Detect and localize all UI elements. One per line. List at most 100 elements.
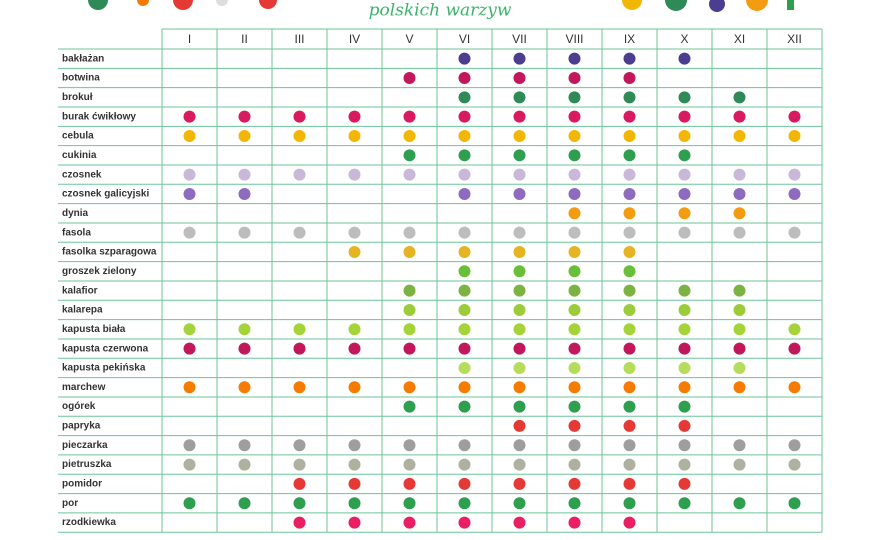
month-header: IX: [624, 32, 635, 46]
season-icon: [403, 400, 416, 413]
season-icon: [458, 187, 471, 200]
month-header: III: [294, 32, 304, 46]
season-icon: [623, 129, 636, 142]
season-icon: [678, 342, 691, 355]
season-icon: [623, 245, 636, 258]
season-icon: [788, 439, 801, 452]
season-icon: [458, 71, 471, 84]
season-icon: [733, 91, 746, 104]
season-icon: [623, 91, 636, 104]
season-icon: [623, 516, 636, 529]
month-header: IV: [349, 32, 360, 46]
month-header: X: [680, 32, 688, 46]
season-icon: [513, 265, 526, 278]
decor-icons: [88, 0, 794, 12]
season-icon: [458, 381, 471, 394]
season-icon: [623, 226, 636, 239]
season-icon: [403, 458, 416, 471]
season-icon: [458, 439, 471, 452]
season-icon: [623, 187, 636, 200]
season-icon: [183, 129, 196, 142]
season-icon: [293, 110, 306, 123]
season-icon: [623, 168, 636, 181]
season-icon: [403, 110, 416, 123]
season-icon: [403, 342, 416, 355]
season-icon: [513, 187, 526, 200]
season-icon: [733, 187, 746, 200]
season-icon: [733, 303, 746, 316]
season-icon: [513, 400, 526, 413]
season-icon: [568, 129, 581, 142]
season-icon: [678, 110, 691, 123]
season-icon: [458, 303, 471, 316]
season-icon: [348, 245, 361, 258]
season-icon: [678, 284, 691, 297]
row-label: bakłażan: [62, 53, 104, 64]
season-icon: [458, 323, 471, 336]
season-icon: [788, 129, 801, 142]
season-icon: [788, 226, 801, 239]
month-header: V: [405, 32, 413, 46]
season-icon: [678, 303, 691, 316]
season-icon: [678, 168, 691, 181]
season-icon: [183, 381, 196, 394]
season-icon: [293, 458, 306, 471]
month-header: XI: [734, 32, 745, 46]
season-icon: [183, 168, 196, 181]
season-icon: [403, 129, 416, 142]
season-icon: [733, 129, 746, 142]
season-icon: [733, 168, 746, 181]
row-label: czosnek galicyjski: [62, 189, 149, 200]
row-label: pomidor: [62, 479, 102, 490]
season-icon: [513, 477, 526, 490]
season-icon: [293, 226, 306, 239]
season-icon: [568, 91, 581, 104]
season-icon: [678, 419, 691, 432]
season-icon: [513, 439, 526, 452]
season-icon: [678, 129, 691, 142]
season-icon: [513, 91, 526, 104]
season-icon: [238, 323, 251, 336]
season-icon: [623, 381, 636, 394]
row-label: fasolka szparagowa: [62, 247, 157, 258]
season-icon: [568, 458, 581, 471]
row-label: pieczarka: [62, 440, 108, 451]
season-icon: [513, 419, 526, 432]
season-icon: [678, 381, 691, 394]
season-icon: [623, 361, 636, 374]
month-header: VIII: [565, 32, 583, 46]
row-label: kapusta czerwona: [62, 343, 149, 354]
season-icon: [678, 497, 691, 510]
season-icon: [568, 265, 581, 278]
season-icon: [788, 110, 801, 123]
season-icon: [513, 381, 526, 394]
season-icon: [348, 342, 361, 355]
season-icon: [623, 52, 636, 65]
season-icon: [513, 323, 526, 336]
season-icon: [348, 458, 361, 471]
season-icon: [733, 361, 746, 374]
season-icon: [458, 110, 471, 123]
season-icon: [568, 361, 581, 374]
season-icon: [238, 168, 251, 181]
season-icon: [293, 168, 306, 181]
season-icon: [403, 245, 416, 258]
season-icon: [513, 361, 526, 374]
season-icon: [513, 516, 526, 529]
row-label: marchew: [62, 382, 106, 393]
row-label: dynia: [62, 208, 89, 219]
season-icon: [568, 110, 581, 123]
season-icon: [623, 323, 636, 336]
season-icon: [623, 419, 636, 432]
season-icon: [733, 458, 746, 471]
season-icon: [183, 187, 196, 200]
row-label: papryka: [62, 421, 101, 432]
season-icon: [403, 71, 416, 84]
season-icon: [183, 226, 196, 239]
season-icon: [238, 381, 251, 394]
season-icon: [513, 458, 526, 471]
season-icon: [733, 284, 746, 297]
season-icon: [348, 497, 361, 510]
season-icon: [568, 207, 581, 220]
